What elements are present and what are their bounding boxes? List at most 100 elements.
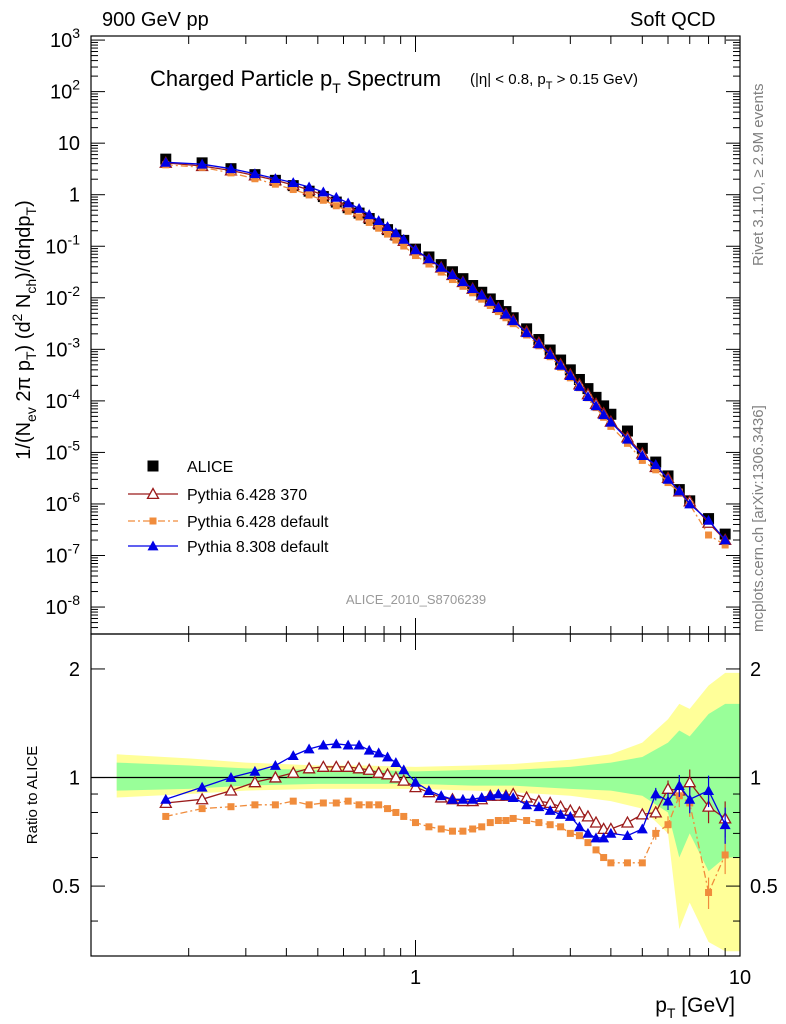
data-point xyxy=(664,821,672,829)
data-point xyxy=(484,790,496,801)
data-point xyxy=(459,827,467,835)
ratio-series-pythia-8-308-default xyxy=(160,738,731,844)
y-tick-label-base: 10 xyxy=(45,391,67,413)
ratio-marks xyxy=(159,738,732,909)
data-point xyxy=(623,859,631,867)
data-point xyxy=(705,888,713,896)
data-point xyxy=(467,283,479,293)
series-alice xyxy=(160,153,731,540)
ratio-panel: 0.5 0.5 1 1 2 2 1 10 Ratio to ALICE pT [GeV] xyxy=(24,633,778,1021)
data-point xyxy=(621,830,633,841)
data-point xyxy=(425,260,433,268)
data-point xyxy=(362,763,376,775)
data-point xyxy=(341,760,355,772)
data-point xyxy=(332,799,340,807)
data-point xyxy=(564,810,576,821)
data-point xyxy=(484,295,496,306)
data-point xyxy=(269,173,281,184)
data-point xyxy=(507,792,519,802)
legend-label: Pythia 6.428 370 xyxy=(187,487,307,504)
legend-label: Pythia 6.428 default xyxy=(187,514,329,531)
data-point xyxy=(147,460,159,472)
data-point xyxy=(494,817,502,825)
data-point xyxy=(355,213,363,221)
y-tick-label-base: 10 xyxy=(45,442,67,464)
data-point xyxy=(423,785,435,795)
data-point xyxy=(332,202,340,210)
data-point xyxy=(287,750,299,761)
y-tick-label-base: 10 xyxy=(45,288,67,310)
data-point xyxy=(435,790,447,801)
data-point xyxy=(573,821,585,832)
y-tick-label-exponent: -6 xyxy=(68,489,81,505)
x-tick-label: 10 xyxy=(729,967,751,989)
data-point xyxy=(380,767,395,780)
data-point xyxy=(533,338,545,349)
data-point xyxy=(555,359,567,370)
data-point xyxy=(605,408,617,420)
data-point xyxy=(607,859,615,867)
data-point xyxy=(268,770,282,783)
data-point xyxy=(330,191,342,202)
data-point xyxy=(248,775,262,788)
data-point xyxy=(303,181,315,192)
data-point xyxy=(638,456,646,464)
data-point xyxy=(476,289,488,300)
data-point xyxy=(598,832,610,843)
data-point xyxy=(342,197,354,208)
data-point xyxy=(459,282,467,290)
data-point xyxy=(365,218,373,226)
data-point xyxy=(352,761,366,774)
band-inner xyxy=(116,703,740,872)
data-point xyxy=(598,400,610,412)
spectrum-axes: 10-810-710-610-510-410-310-210-111010210… xyxy=(45,25,741,635)
title-main-tail: Spectrum xyxy=(341,66,441,91)
data-point xyxy=(448,827,456,835)
data-point xyxy=(410,244,421,255)
data-point xyxy=(581,809,595,822)
data-point xyxy=(225,163,237,174)
title-main-subscript: T xyxy=(332,80,341,96)
legend-label: Pythia 8.308 default xyxy=(187,539,329,556)
data-point xyxy=(317,739,329,750)
data-point xyxy=(435,261,447,272)
data-point xyxy=(198,805,206,813)
y-tick-label: 10-5 xyxy=(45,437,80,464)
data-point xyxy=(375,801,383,809)
data-point xyxy=(555,808,567,819)
y-tick-label-base: 10 xyxy=(50,30,72,52)
data-point xyxy=(584,839,592,847)
data-point xyxy=(705,531,713,539)
band-outer xyxy=(116,672,740,952)
data-point xyxy=(486,819,494,827)
data-point xyxy=(149,517,157,525)
data-point xyxy=(397,773,411,786)
y-tick-label: 10-4 xyxy=(45,386,80,413)
y-tick-label: 102 xyxy=(50,77,80,104)
data-point xyxy=(719,534,731,545)
data-point xyxy=(557,823,565,831)
title-main-text: Charged Particle p xyxy=(150,66,332,91)
data-point xyxy=(469,825,477,833)
y-tick-label-base: 10 xyxy=(45,339,67,361)
data-point xyxy=(703,514,715,525)
header-right: Soft QCD xyxy=(630,9,716,31)
data-point xyxy=(703,785,715,795)
data-point xyxy=(621,433,633,444)
ratio-axes: 0.5 0.5 1 1 2 2 1 10 xyxy=(52,634,778,989)
data-point xyxy=(389,770,403,783)
data-point xyxy=(446,793,458,804)
data-point xyxy=(289,186,297,194)
data-point xyxy=(636,450,648,460)
data-point xyxy=(319,196,327,204)
title-cut: (|η| < 0.8, pT > 0.15 GeV) xyxy=(470,71,638,92)
data-point xyxy=(535,819,543,827)
data-point xyxy=(305,191,313,199)
data-point xyxy=(572,805,587,818)
data-point xyxy=(437,268,445,276)
y-tick-label-exponent: -7 xyxy=(68,541,81,557)
data-point xyxy=(582,827,594,838)
y-tick-label: 10 xyxy=(58,133,80,155)
data-point xyxy=(523,817,531,825)
spectrum-marks xyxy=(159,153,732,549)
